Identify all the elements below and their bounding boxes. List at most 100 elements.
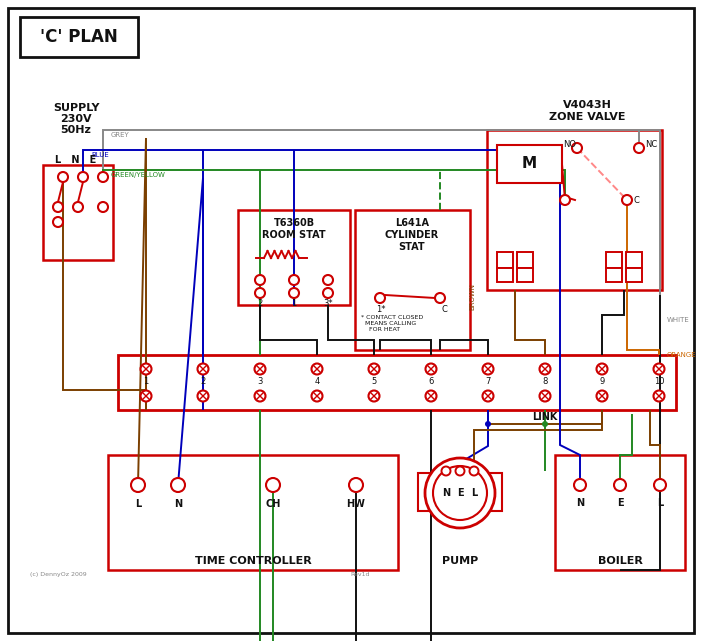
FancyBboxPatch shape (43, 165, 113, 260)
Circle shape (482, 390, 494, 401)
Circle shape (73, 202, 83, 212)
Circle shape (597, 363, 607, 374)
Circle shape (634, 143, 644, 153)
Circle shape (98, 202, 108, 212)
Text: CYLINDER: CYLINDER (385, 230, 439, 240)
Text: GREEN/YELLOW: GREEN/YELLOW (111, 172, 166, 178)
Circle shape (597, 390, 607, 401)
Text: 6: 6 (428, 378, 434, 387)
Text: 7: 7 (485, 378, 491, 387)
Text: L   N   E: L N E (55, 155, 97, 165)
Text: 9: 9 (600, 378, 604, 387)
Text: SUPPLY: SUPPLY (53, 103, 99, 113)
Circle shape (98, 172, 108, 182)
Text: 1: 1 (143, 378, 149, 387)
Circle shape (425, 363, 437, 374)
Circle shape (78, 172, 88, 182)
FancyBboxPatch shape (626, 252, 642, 268)
Circle shape (433, 466, 487, 520)
Text: L: L (135, 499, 141, 509)
Text: V4043H: V4043H (562, 100, 611, 110)
Text: HW: HW (347, 499, 366, 509)
Circle shape (53, 202, 63, 212)
Text: T6360B: T6360B (274, 218, 314, 228)
FancyBboxPatch shape (8, 8, 694, 633)
Text: E: E (616, 498, 623, 508)
FancyBboxPatch shape (606, 252, 622, 268)
Circle shape (572, 143, 582, 153)
Text: ORANGE: ORANGE (667, 352, 696, 358)
Circle shape (53, 217, 63, 227)
Text: 230V: 230V (60, 114, 92, 124)
Circle shape (654, 479, 666, 491)
Circle shape (560, 195, 570, 205)
Circle shape (540, 363, 550, 374)
Circle shape (425, 458, 495, 528)
Text: LINK: LINK (532, 412, 557, 422)
Text: STAT: STAT (399, 242, 425, 252)
Circle shape (323, 288, 333, 298)
Text: 3: 3 (258, 378, 263, 387)
FancyBboxPatch shape (487, 130, 662, 290)
Circle shape (542, 421, 548, 427)
Text: C: C (442, 305, 448, 314)
Text: 1*: 1* (376, 305, 385, 314)
Circle shape (255, 390, 265, 401)
Text: 10: 10 (654, 378, 664, 387)
Text: TIME CONTROLLER: TIME CONTROLLER (194, 556, 312, 566)
Text: N: N (174, 499, 182, 509)
Text: 8: 8 (543, 378, 548, 387)
Circle shape (171, 478, 185, 492)
Text: 2: 2 (200, 378, 206, 387)
Text: L: L (657, 498, 663, 508)
FancyBboxPatch shape (555, 455, 685, 570)
Text: ROOM STAT: ROOM STAT (262, 230, 326, 240)
Circle shape (197, 390, 208, 401)
Text: 2: 2 (258, 299, 263, 308)
FancyBboxPatch shape (238, 210, 350, 305)
Text: N: N (442, 488, 450, 498)
FancyBboxPatch shape (490, 473, 502, 511)
Circle shape (131, 478, 145, 492)
Text: NO: NO (563, 140, 576, 149)
Text: 4: 4 (314, 378, 319, 387)
FancyBboxPatch shape (418, 473, 430, 511)
FancyBboxPatch shape (497, 252, 513, 268)
Circle shape (614, 479, 626, 491)
Text: 3*: 3* (323, 299, 333, 308)
Circle shape (470, 467, 479, 476)
Text: CH: CH (265, 499, 281, 509)
Circle shape (540, 390, 550, 401)
Text: Rev1d: Rev1d (350, 572, 369, 577)
Circle shape (58, 172, 68, 182)
Circle shape (312, 390, 322, 401)
Circle shape (375, 293, 385, 303)
Text: GREY: GREY (111, 132, 130, 138)
Text: L: L (471, 488, 477, 498)
Text: E: E (457, 488, 463, 498)
Circle shape (255, 275, 265, 285)
Text: PUMP: PUMP (442, 556, 478, 566)
FancyBboxPatch shape (497, 145, 562, 183)
FancyBboxPatch shape (20, 17, 138, 57)
Circle shape (369, 390, 380, 401)
Circle shape (369, 363, 380, 374)
Circle shape (435, 293, 445, 303)
Circle shape (482, 363, 494, 374)
Circle shape (289, 288, 299, 298)
Text: BROWN: BROWN (469, 283, 475, 310)
FancyBboxPatch shape (497, 268, 513, 282)
Text: 1: 1 (291, 299, 297, 308)
Circle shape (574, 479, 586, 491)
Circle shape (255, 363, 265, 374)
FancyBboxPatch shape (355, 210, 470, 350)
Text: 'C' PLAN: 'C' PLAN (40, 28, 118, 46)
Circle shape (266, 478, 280, 492)
Text: 5: 5 (371, 378, 377, 387)
Circle shape (442, 467, 451, 476)
Circle shape (140, 363, 152, 374)
Text: NC: NC (645, 140, 657, 149)
Text: ZONE VALVE: ZONE VALVE (549, 112, 625, 122)
Circle shape (255, 288, 265, 298)
Circle shape (197, 363, 208, 374)
